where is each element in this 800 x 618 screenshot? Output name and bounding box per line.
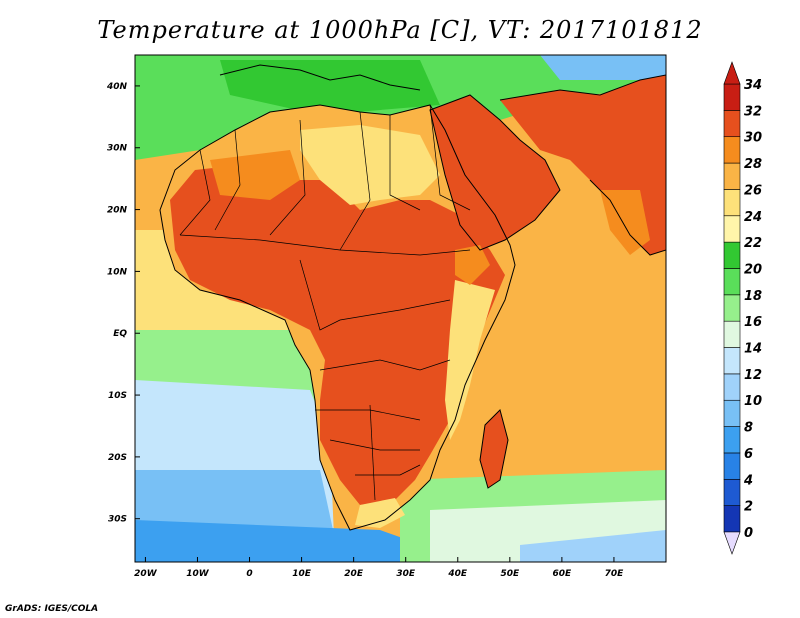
colorbar-segment <box>723 505 741 533</box>
lat-tick-label: 10S <box>108 391 127 401</box>
colorbar-segment <box>723 320 741 348</box>
lon-tick-label: 10W <box>186 569 210 579</box>
lat-tick-label: 10N <box>107 267 128 277</box>
lon-tick-label: 20W <box>134 569 158 579</box>
map-field <box>135 55 666 562</box>
colorbar-label: 18 <box>744 289 762 304</box>
colorbar-label: 8 <box>744 421 753 436</box>
colorbar-segment <box>723 136 741 164</box>
colorbar-label: 32 <box>744 104 762 119</box>
colorbar-over-arrow <box>723 61 741 85</box>
colorbar-segment <box>723 478 741 506</box>
lon-tick-label: 30E <box>396 569 416 579</box>
colorbar-label: 14 <box>744 342 762 357</box>
colorbar-label: 4 <box>743 473 753 488</box>
colorbar-label: 12 <box>744 368 762 383</box>
lon-tick-label: 20E <box>344 569 364 579</box>
colorbar-segment <box>723 373 741 401</box>
madagascar <box>480 410 508 488</box>
colorbar-label: 24 <box>744 210 762 225</box>
colorbar-label: 6 <box>744 447 753 462</box>
colorbar-segment <box>723 426 741 454</box>
lon-tick-label: 40E <box>447 569 468 579</box>
lat-tick-label: 40N <box>106 82 128 92</box>
colorbar-under-arrow <box>723 531 741 555</box>
africa-hot-core <box>170 165 505 505</box>
india-warm <box>600 190 650 255</box>
arabia-land <box>430 95 560 250</box>
colorbar-segment <box>723 452 741 480</box>
sahara-mild <box>300 125 440 205</box>
northeast-cold-patch <box>540 55 666 80</box>
colorbar-label: 22 <box>744 236 762 251</box>
coastlines <box>159 64 666 531</box>
colorbar-label: 16 <box>744 315 762 330</box>
colorbar-segment <box>723 162 741 190</box>
lat-tick-label: 30S <box>108 515 127 525</box>
lon-tick-label: 10E <box>292 569 312 579</box>
colorbar-segment <box>723 294 741 322</box>
ethiopia-highlands <box>455 245 490 285</box>
colorbar-label: 10 <box>744 394 762 409</box>
colorbar-label: 26 <box>744 183 762 198</box>
colorbar-segment <box>723 215 741 243</box>
colorbar-segment <box>723 83 741 111</box>
colorbar-label: 2 <box>744 500 753 515</box>
colorbar-label: 34 <box>744 78 762 93</box>
lon-tick-label: 70E <box>605 569 625 579</box>
colorbar-segment <box>723 189 741 217</box>
colorbar-segment <box>723 268 741 296</box>
country-borders <box>179 104 471 501</box>
mediterranean-sea <box>220 60 440 115</box>
sahara-warm <box>210 150 300 200</box>
lon-tick-label: 0 <box>246 569 252 579</box>
lon-tick-label: 50E <box>500 569 520 579</box>
lon-tick-label: 60E <box>553 569 573 579</box>
lat-tick-label: EQ <box>113 329 127 339</box>
colorbar-segment <box>723 110 741 138</box>
colorbar-segment <box>723 347 741 375</box>
east-africa-mild <box>445 280 495 440</box>
colorbar-label: 28 <box>744 157 762 172</box>
latitude-axis: 40N 30N 20N 10N EQ 10S 20S 30S <box>106 82 140 525</box>
colorbar-segment <box>723 399 741 427</box>
grads-credit: GrADS: IGES/COLA <box>5 604 99 614</box>
far-south-cold <box>135 520 470 562</box>
colorbar-label: 0 <box>744 526 753 541</box>
south-indian-cold <box>520 530 666 562</box>
plot-frame <box>134 54 667 563</box>
colorbar-label: 30 <box>744 131 762 146</box>
south-africa-cool <box>355 498 405 528</box>
map-title: Temperature at 1000hPa [C], VT: 20171018… <box>97 16 703 44</box>
colorbar-segment <box>723 241 741 269</box>
lat-tick-label: 20S <box>108 453 127 463</box>
lat-tick-label: 30N <box>107 144 128 154</box>
colorbar-label: 20 <box>744 262 762 277</box>
lat-tick-label: 20N <box>107 206 128 216</box>
longitude-axis: 20W 10W 0 10E 20E 30E 40E 50E 60E 70E <box>134 557 624 579</box>
